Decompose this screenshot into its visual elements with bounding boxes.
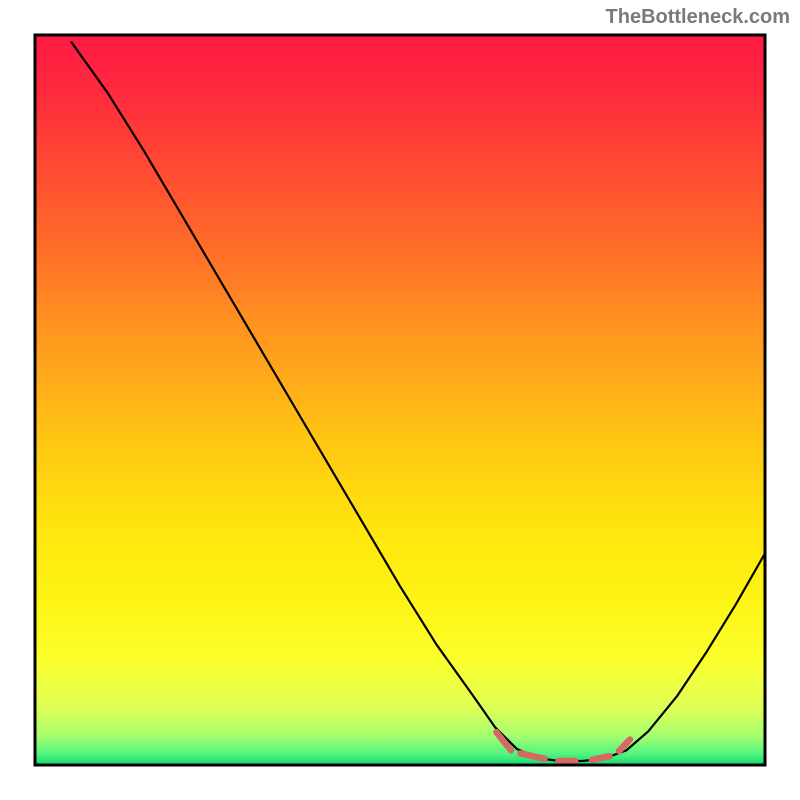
gradient-background: [35, 35, 765, 765]
bottleneck-chart: [0, 0, 800, 800]
chart-container: TheBottleneck.com: [0, 0, 800, 800]
attribution-text: TheBottleneck.com: [606, 6, 790, 29]
